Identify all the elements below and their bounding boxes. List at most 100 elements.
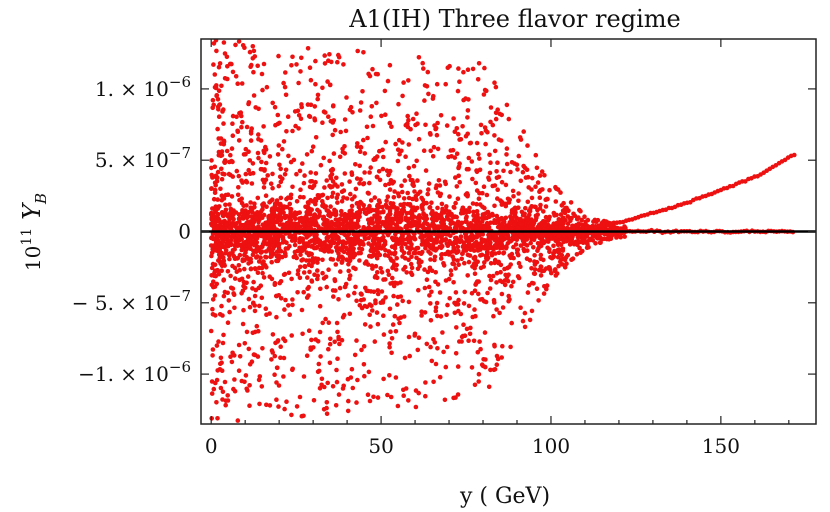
scatter-point: [237, 216, 242, 221]
scatter-point: [306, 222, 312, 228]
scatter-point: [295, 290, 300, 295]
scatter-point: [496, 174, 502, 180]
scatter-point: [503, 182, 509, 188]
scatter-point: [313, 58, 318, 64]
scatter-point: [478, 253, 483, 258]
scatter-point: [307, 269, 312, 275]
scatter-point: [429, 358, 435, 364]
scatter-point: [469, 365, 475, 370]
scatter-point: [372, 195, 378, 200]
scatter-point: [237, 354, 243, 359]
scatter-point: [396, 193, 402, 199]
scatter-point: [430, 154, 436, 159]
scatter-point: [558, 212, 564, 217]
scatter-point: [335, 59, 340, 65]
scatter-point: [388, 329, 393, 335]
scatter-point: [492, 367, 498, 372]
scatter-point: [529, 195, 535, 201]
scatter-point: [304, 250, 310, 255]
scatter-point: [217, 247, 222, 253]
scatter-point: [347, 179, 352, 184]
scatter-point: [466, 239, 472, 245]
scatter-point: [457, 179, 463, 185]
scatter-point: [528, 206, 533, 211]
scatter-point: [508, 344, 513, 350]
scatter-point: [501, 168, 506, 174]
scatter-point: [459, 256, 465, 262]
scatter-point: [248, 214, 254, 219]
scatter-point: [547, 187, 552, 193]
scatter-point: [415, 178, 420, 183]
scatter-point: [261, 185, 267, 190]
scatter-point: [290, 184, 295, 190]
scatter-point: [208, 328, 214, 334]
scatter-point: [527, 317, 533, 323]
scatter-point: [427, 267, 433, 273]
scatter-point: [251, 93, 257, 98]
scatter-point: [322, 61, 328, 66]
scatter-point: [504, 102, 510, 108]
scatter-point: [245, 219, 250, 225]
scatter-point: [323, 110, 328, 115]
scatter-point: [361, 137, 366, 143]
scatter-point: [597, 240, 603, 246]
scatter-point: [465, 115, 470, 120]
scatter-point: [435, 146, 441, 152]
scatter-point: [324, 405, 329, 411]
scatter-point: [475, 349, 481, 355]
scatter-point: [259, 265, 265, 271]
scatter-point: [275, 152, 281, 157]
y-tick-label: −1. × 10−6: [78, 358, 191, 386]
scatter-point: [395, 302, 400, 307]
scatter-point: [539, 234, 544, 239]
scatter-point: [244, 386, 249, 392]
scatter-point: [393, 141, 398, 147]
scatter-point: [522, 165, 528, 170]
scatter-point: [248, 138, 254, 143]
scatter-point: [474, 224, 480, 230]
scatter-point: [487, 273, 492, 279]
scatter-point: [332, 240, 337, 246]
scatter-point: [471, 248, 477, 253]
scatter-point: [209, 265, 215, 271]
scatter-point: [792, 152, 797, 158]
scatter-point: [253, 105, 258, 110]
scatter-point: [545, 237, 550, 242]
scatter-point: [247, 383, 252, 388]
scatter-point: [483, 141, 488, 147]
scatter-point: [236, 138, 242, 143]
scatter-point: [439, 201, 445, 207]
x-axis: 0 50 100 150: [205, 39, 790, 458]
scatter-point: [494, 169, 499, 174]
scatter-point: [476, 151, 481, 157]
scatter-point: [261, 275, 267, 280]
scatter-point: [426, 187, 431, 192]
scatter-point: [317, 193, 323, 198]
scatter-point: [255, 150, 261, 156]
scatter-point: [299, 104, 305, 110]
scatter-point: [442, 397, 448, 403]
scatter-point: [275, 339, 280, 344]
scatter-point: [310, 255, 316, 261]
scatter-point: [355, 141, 360, 146]
scatter-point: [228, 238, 233, 243]
scatter-point: [239, 378, 245, 384]
scatter-point: [221, 261, 227, 267]
scatter-point: [466, 338, 471, 344]
scatter-point: [276, 183, 282, 189]
scatter-point: [261, 259, 266, 265]
scatter-point: [472, 271, 478, 277]
scatter-point: [537, 241, 543, 246]
scatter-point: [289, 412, 294, 418]
scatter-point: [221, 293, 227, 299]
scatter-point: [259, 159, 264, 165]
scatter-point: [213, 248, 218, 253]
scatter-point: [256, 377, 262, 383]
scatter-point: [270, 243, 276, 248]
scatter-point: [438, 240, 444, 245]
scatter-point: [317, 329, 323, 335]
scatter-point: [232, 377, 237, 382]
scatter-point: [320, 241, 326, 246]
scatter-point: [504, 226, 509, 231]
scatter-point: [292, 232, 298, 237]
